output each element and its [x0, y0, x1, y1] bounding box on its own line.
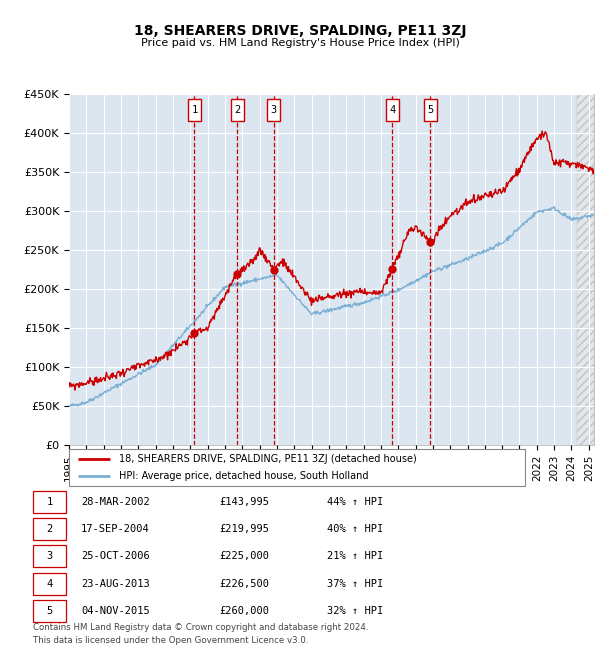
Text: 3: 3	[271, 105, 277, 115]
Text: £260,000: £260,000	[219, 606, 269, 616]
Text: 23-AUG-2013: 23-AUG-2013	[81, 578, 150, 589]
Bar	[424, 99, 437, 121]
Text: 28-MAR-2002: 28-MAR-2002	[81, 497, 150, 507]
Bar	[188, 99, 201, 121]
Text: HPI: Average price, detached house, South Holland: HPI: Average price, detached house, Sout…	[119, 471, 368, 481]
Text: £219,995: £219,995	[219, 524, 269, 534]
Text: 18, SHEARERS DRIVE, SPALDING, PE11 3ZJ: 18, SHEARERS DRIVE, SPALDING, PE11 3ZJ	[134, 24, 466, 38]
Text: 5: 5	[46, 606, 53, 616]
Text: 32% ↑ HPI: 32% ↑ HPI	[327, 606, 383, 616]
Text: 2: 2	[46, 524, 53, 534]
Text: £225,000: £225,000	[219, 551, 269, 562]
Text: 5: 5	[427, 105, 433, 115]
Text: 3: 3	[46, 551, 53, 562]
Text: 1: 1	[46, 497, 53, 507]
Text: 1: 1	[191, 105, 197, 115]
Text: 17-SEP-2004: 17-SEP-2004	[81, 524, 150, 534]
Text: 40% ↑ HPI: 40% ↑ HPI	[327, 524, 383, 534]
Text: 2: 2	[234, 105, 241, 115]
Text: Price paid vs. HM Land Registry's House Price Index (HPI): Price paid vs. HM Land Registry's House …	[140, 38, 460, 47]
Text: Contains HM Land Registry data © Crown copyright and database right 2024.: Contains HM Land Registry data © Crown c…	[33, 623, 368, 632]
Text: This data is licensed under the Open Government Licence v3.0.: This data is licensed under the Open Gov…	[33, 636, 308, 645]
Text: 21% ↑ HPI: 21% ↑ HPI	[327, 551, 383, 562]
Text: £143,995: £143,995	[219, 497, 269, 507]
Text: 04-NOV-2015: 04-NOV-2015	[81, 606, 150, 616]
Bar	[231, 99, 244, 121]
Bar	[268, 99, 280, 121]
Text: 37% ↑ HPI: 37% ↑ HPI	[327, 578, 383, 589]
Text: 4: 4	[389, 105, 395, 115]
Text: 4: 4	[46, 578, 53, 589]
Text: 44% ↑ HPI: 44% ↑ HPI	[327, 497, 383, 507]
Text: 25-OCT-2006: 25-OCT-2006	[81, 551, 150, 562]
Text: £226,500: £226,500	[219, 578, 269, 589]
Bar	[386, 99, 398, 121]
Text: 18, SHEARERS DRIVE, SPALDING, PE11 3ZJ (detached house): 18, SHEARERS DRIVE, SPALDING, PE11 3ZJ (…	[119, 454, 417, 463]
